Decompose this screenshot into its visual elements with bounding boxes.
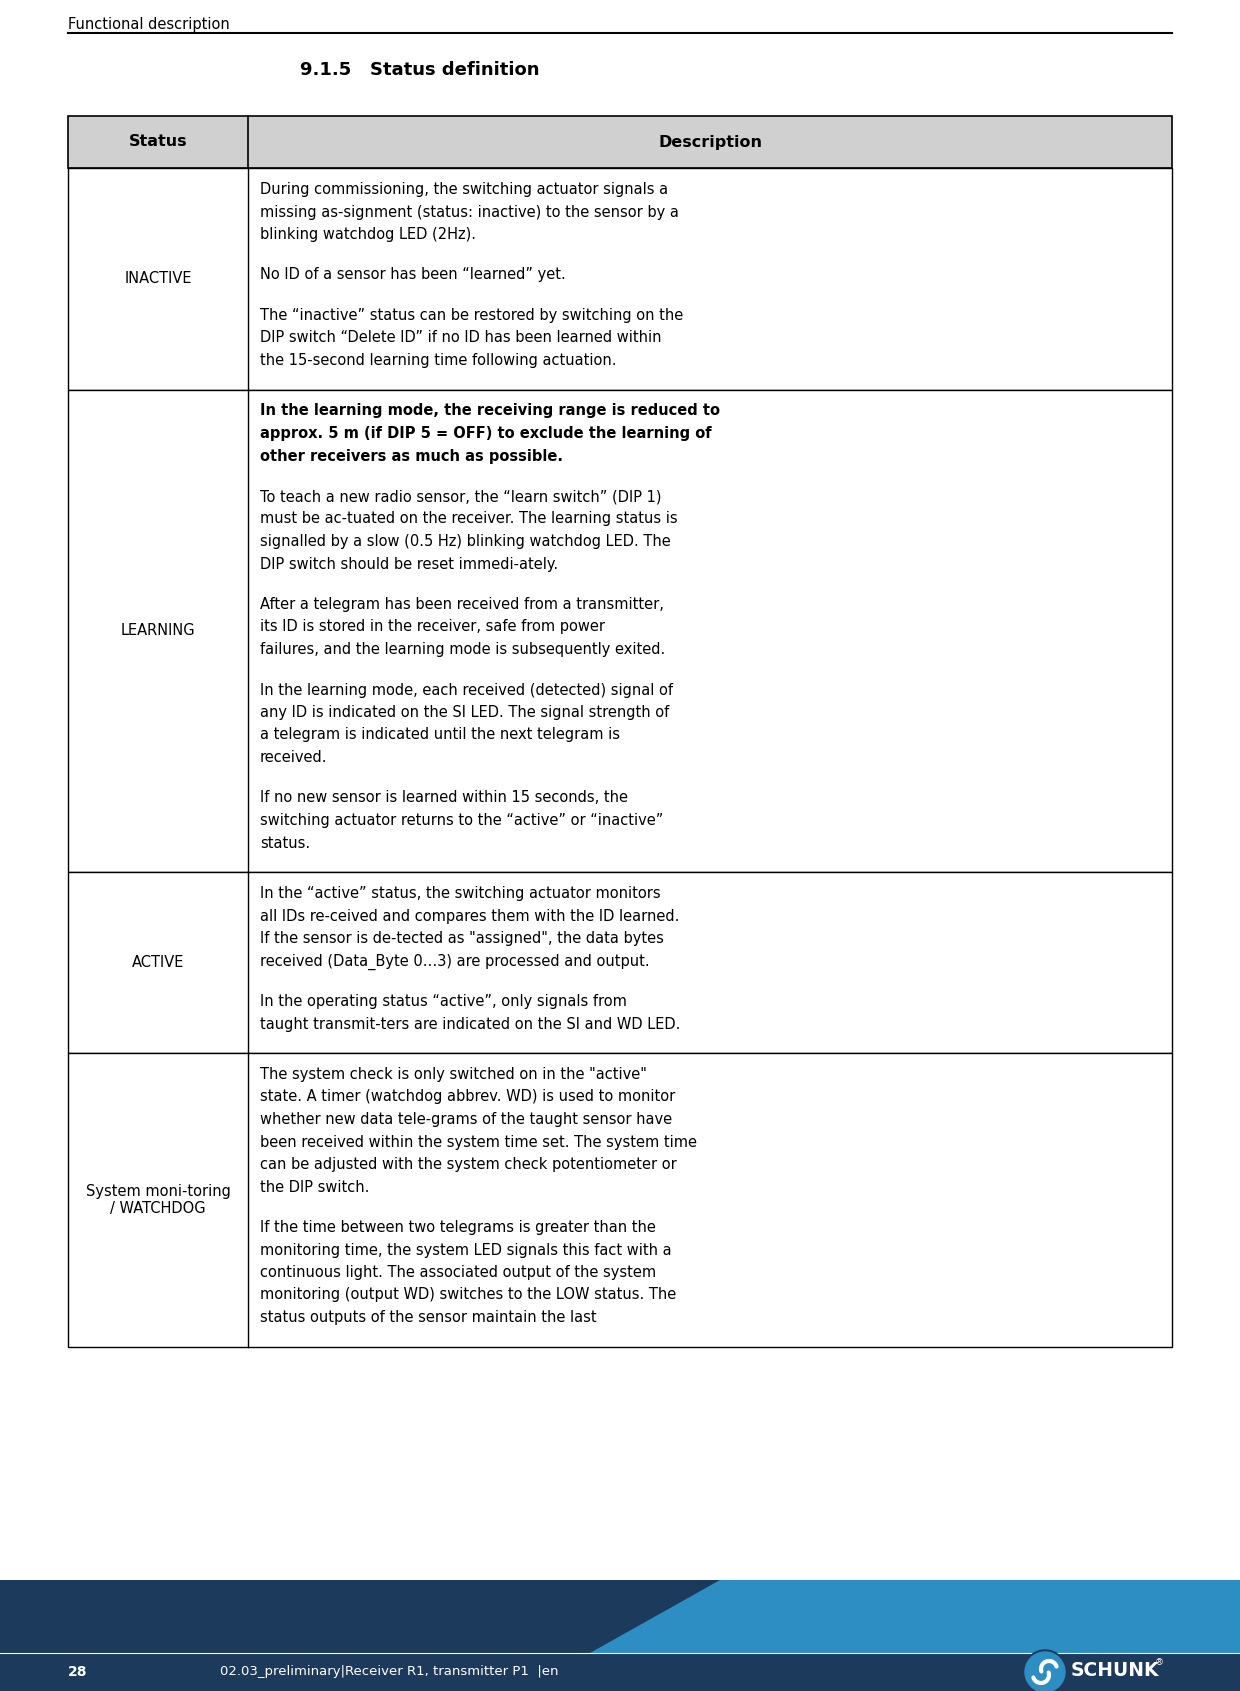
Text: Description: Description <box>658 135 763 149</box>
Text: LEARNING: LEARNING <box>120 624 196 638</box>
Text: During commissioning, the switching actuator signals a: During commissioning, the switching actu… <box>260 183 668 196</box>
Text: DIP switch “Delete ID” if no ID has been learned within: DIP switch “Delete ID” if no ID has been… <box>260 330 661 345</box>
Text: 28: 28 <box>68 1666 88 1679</box>
Text: the 15-second learning time following actuation.: the 15-second learning time following ac… <box>260 353 616 369</box>
Text: After a telegram has been received from a transmitter,: After a telegram has been received from … <box>260 597 663 612</box>
Text: SCHUNK: SCHUNK <box>1071 1661 1159 1679</box>
Text: the DIP switch.: the DIP switch. <box>260 1180 370 1194</box>
Text: been received within the system time set. The system time: been received within the system time set… <box>260 1135 697 1150</box>
Text: can be adjusted with the system check potentiometer or: can be adjusted with the system check po… <box>260 1157 677 1172</box>
Text: status outputs of the sensor maintain the last: status outputs of the sensor maintain th… <box>260 1311 596 1326</box>
Text: If the sensor is de-tected as "assigned", the data bytes: If the sensor is de-tected as "assigned"… <box>260 932 663 945</box>
Text: other receivers as much as possible.: other receivers as much as possible. <box>260 448 563 463</box>
Text: In the operating status “active”, only signals from: In the operating status “active”, only s… <box>260 994 627 1010</box>
Circle shape <box>1025 1652 1065 1691</box>
Text: all IDs re-ceived and compares them with the ID learned.: all IDs re-ceived and compares them with… <box>260 908 680 923</box>
Text: Functional description: Functional description <box>68 17 229 32</box>
Text: status.: status. <box>260 835 310 851</box>
Text: To teach a new radio sensor, the “learn switch” (DIP 1): To teach a new radio sensor, the “learn … <box>260 489 661 504</box>
Bar <box>68 117 1172 167</box>
Bar <box>68 389 1172 873</box>
Text: switching actuator returns to the “active” or “inactive”: switching actuator returns to the “activ… <box>260 813 663 829</box>
Text: any ID is indicated on the SI LED. The signal strength of: any ID is indicated on the SI LED. The s… <box>260 705 670 720</box>
Text: If no new sensor is learned within 15 seconds, the: If no new sensor is learned within 15 se… <box>260 790 627 805</box>
Text: ACTIVE: ACTIVE <box>131 955 185 971</box>
Text: The “inactive” status can be restored by switching on the: The “inactive” status can be restored by… <box>260 308 683 323</box>
Polygon shape <box>590 1579 1240 1654</box>
Text: taught transmit-ters are indicated on the SI and WD LED.: taught transmit-ters are indicated on th… <box>260 1016 681 1032</box>
Text: failures, and the learning mode is subsequently exited.: failures, and the learning mode is subse… <box>260 643 665 658</box>
Text: approx. 5 m (if DIP 5 = OFF) to exclude the learning of: approx. 5 m (if DIP 5 = OFF) to exclude … <box>260 426 712 441</box>
Bar <box>68 167 1172 389</box>
Text: continuous light. The associated output of the system: continuous light. The associated output … <box>260 1265 656 1280</box>
Text: The system check is only switched on in the "active": The system check is only switched on in … <box>260 1067 647 1082</box>
Text: In the learning mode, the receiving range is reduced to: In the learning mode, the receiving rang… <box>260 404 720 418</box>
Text: monitoring time, the system LED signals this fact with a: monitoring time, the system LED signals … <box>260 1243 672 1258</box>
Bar <box>68 873 1172 1053</box>
Text: a telegram is indicated until the next telegram is: a telegram is indicated until the next t… <box>260 727 620 742</box>
Text: blinking watchdog LED (2Hz).: blinking watchdog LED (2Hz). <box>260 227 476 242</box>
Text: monitoring (output WD) switches to the LOW status. The: monitoring (output WD) switches to the L… <box>260 1287 676 1302</box>
Text: DIP switch should be reset immedi-ately.: DIP switch should be reset immedi-ately. <box>260 556 558 572</box>
Bar <box>68 1053 1172 1346</box>
Text: whether new data tele-grams of the taught sensor have: whether new data tele-grams of the taugh… <box>260 1113 672 1126</box>
Text: 9.1.5   Status definition: 9.1.5 Status definition <box>300 61 539 79</box>
Text: state. A timer (watchdog abbrev. WD) is used to monitor: state. A timer (watchdog abbrev. WD) is … <box>260 1089 676 1104</box>
Text: must be ac-tuated on the receiver. The learning status is: must be ac-tuated on the receiver. The l… <box>260 511 677 526</box>
Text: In the learning mode, each received (detected) signal of: In the learning mode, each received (det… <box>260 683 673 697</box>
Text: missing as-signment (status: inactive) to the sensor by a: missing as-signment (status: inactive) t… <box>260 205 678 220</box>
Text: ®: ® <box>1154 1659 1164 1667</box>
Text: received.: received. <box>260 751 327 764</box>
Text: signalled by a slow (0.5 Hz) blinking watchdog LED. The: signalled by a slow (0.5 Hz) blinking wa… <box>260 534 671 550</box>
Text: its ID is stored in the receiver, safe from power: its ID is stored in the receiver, safe f… <box>260 619 605 634</box>
Circle shape <box>1023 1650 1066 1691</box>
Text: INACTIVE: INACTIVE <box>124 271 192 286</box>
Text: If the time between two telegrams is greater than the: If the time between two telegrams is gre… <box>260 1219 656 1234</box>
Text: In the “active” status, the switching actuator monitors: In the “active” status, the switching ac… <box>260 886 661 901</box>
Text: received (Data_Byte 0…3) are processed and output.: received (Data_Byte 0…3) are processed a… <box>260 954 650 969</box>
Text: No ID of a sensor has been “learned” yet.: No ID of a sensor has been “learned” yet… <box>260 267 565 282</box>
Text: Status: Status <box>129 135 187 149</box>
Bar <box>0 1579 1240 1691</box>
Text: System moni-toring
/ WATCHDOG: System moni-toring / WATCHDOG <box>86 1184 231 1216</box>
Text: 02.03_preliminary|Receiver R1, transmitter P1  |en: 02.03_preliminary|Receiver R1, transmitt… <box>219 1666 558 1679</box>
